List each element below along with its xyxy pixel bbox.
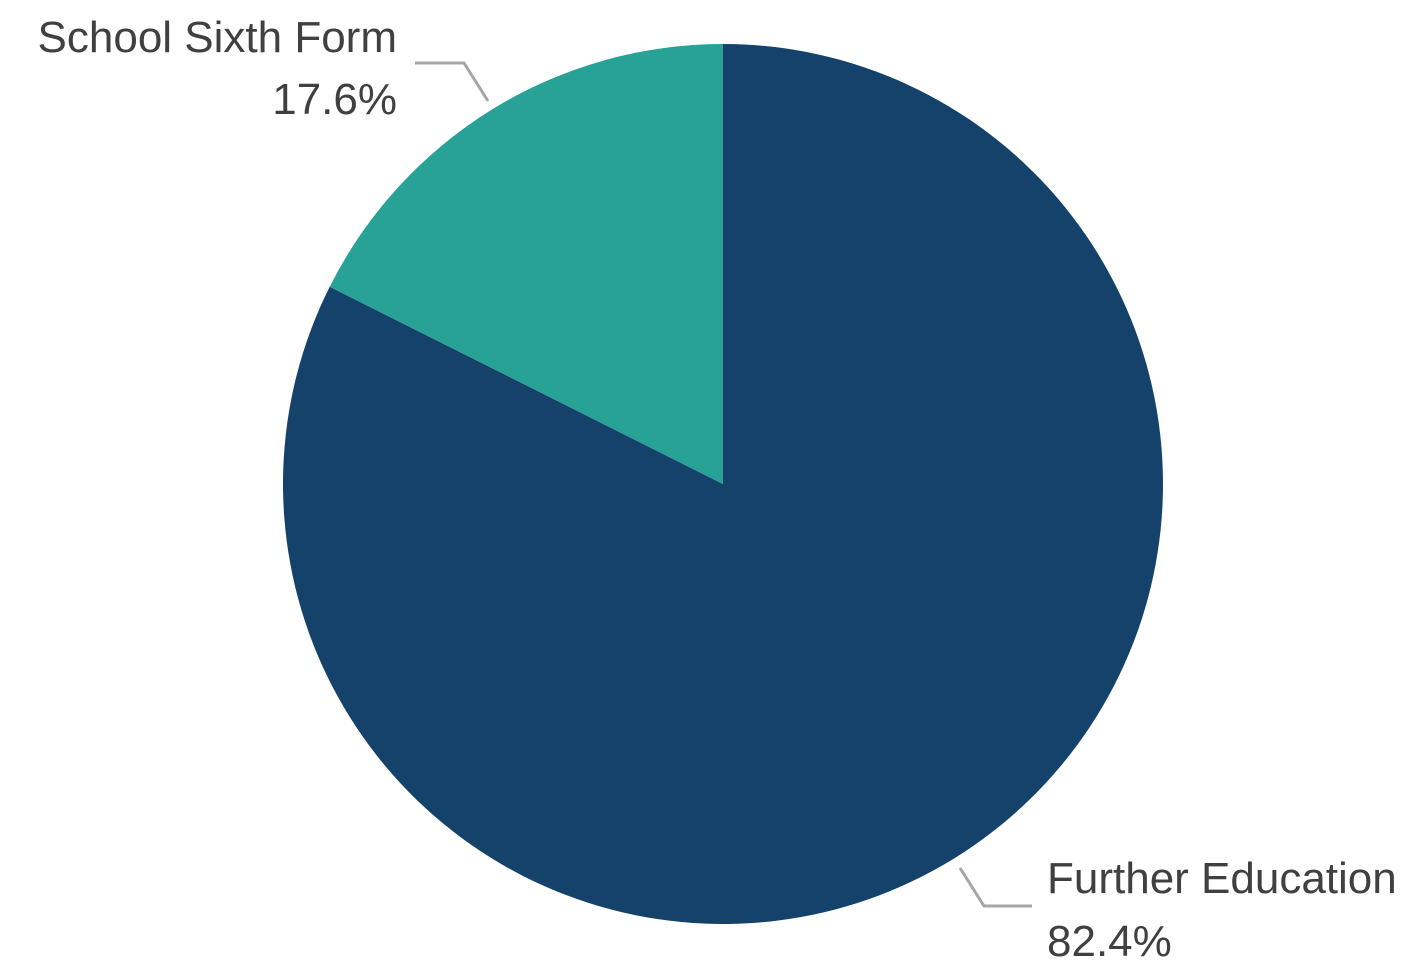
leader-line-school-sixth-form xyxy=(415,61,490,102)
slice-name-school-sixth-form: School Sixth Form xyxy=(38,13,397,62)
slice-name-further-education: Further Education xyxy=(1047,854,1397,903)
leader-line-further-education xyxy=(958,867,1032,908)
slice-value-school-sixth-form: 17.6% xyxy=(272,75,397,124)
pie-slice-further-education xyxy=(282,44,1163,924)
slice-value-further-education: 82.4% xyxy=(1047,917,1172,964)
pie-slices xyxy=(282,44,1163,924)
data-label-school-sixth-form: School Sixth Form 17.6% xyxy=(38,13,490,124)
pie-slice-school-sixth-form xyxy=(329,44,723,484)
data-label-further-education: Further Education 82.4% xyxy=(958,854,1397,964)
